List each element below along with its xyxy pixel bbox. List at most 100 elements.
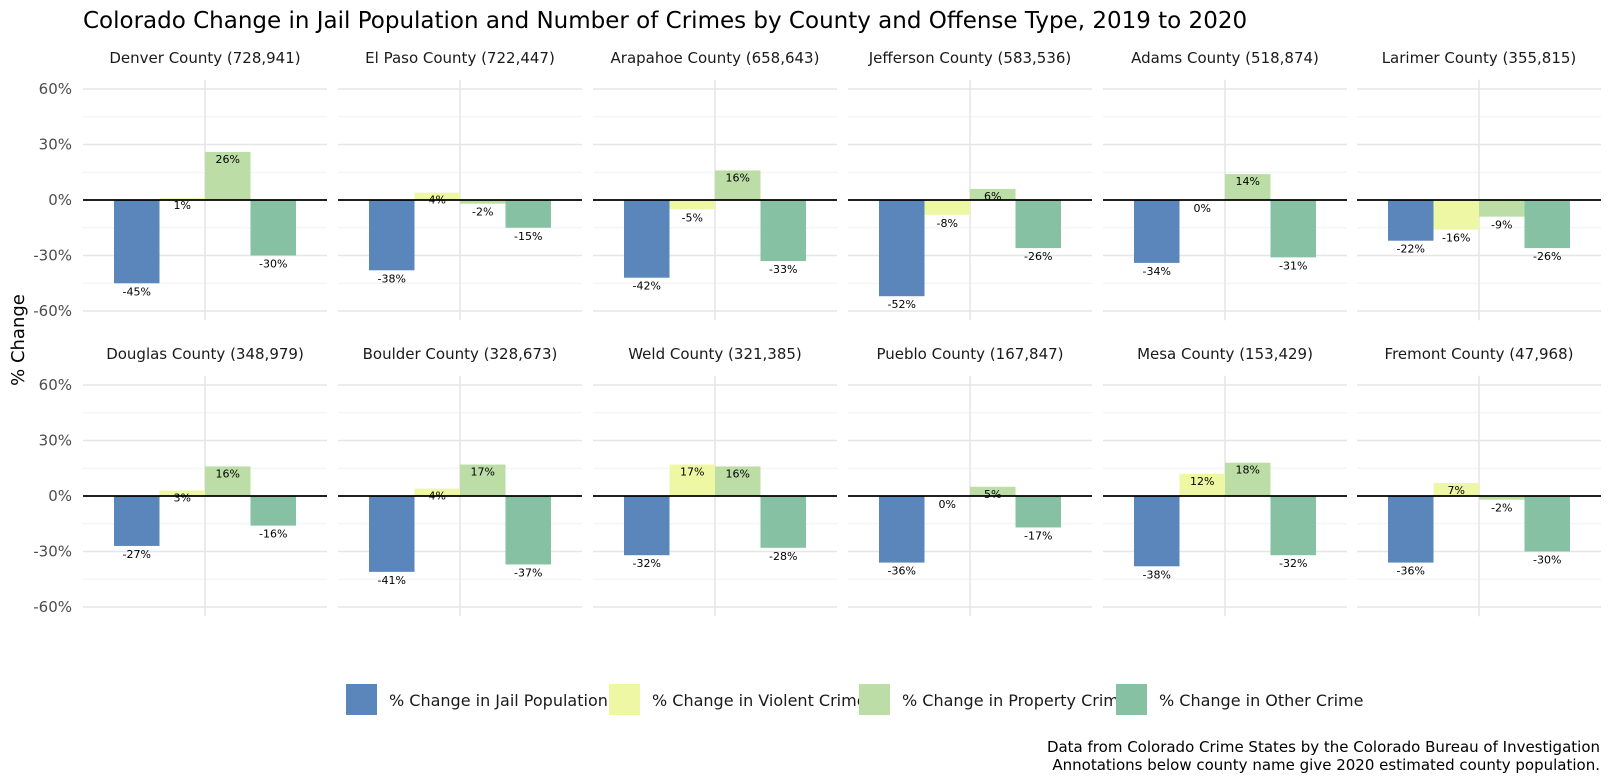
facet-panel: Pueblo County (167,847) -36% 0% 5% -17% [848, 345, 1092, 617]
bar [1270, 496, 1316, 556]
y-tick-label: -60% [33, 598, 72, 616]
y-axis-title: % Change [8, 294, 29, 386]
bar-data-label: 5% [984, 488, 1001, 501]
bar-data-label: 6% [984, 190, 1001, 203]
facet-strip-label: Pueblo County (167,847) [876, 345, 1063, 363]
y-tick-label: 30% [39, 136, 72, 154]
bar [715, 170, 761, 200]
bar [1270, 200, 1316, 258]
bar [715, 466, 761, 496]
bar [250, 200, 296, 256]
bar [205, 466, 251, 496]
bar-data-label: -17% [1024, 529, 1052, 542]
facet-strip-label: Denver County (728,941) [109, 49, 300, 67]
facet-strip-label: Adams County (518,874) [1131, 49, 1319, 67]
legend-item: % Change in Violent Crime [609, 684, 867, 715]
bar-data-label: -2% [1491, 502, 1512, 515]
bar-data-label: -38% [1143, 568, 1171, 581]
bar [1524, 200, 1570, 249]
bar [924, 200, 970, 215]
bar [460, 464, 506, 496]
bar [159, 198, 205, 200]
bar-data-label: 0% [939, 498, 956, 511]
bar [669, 200, 715, 210]
bar [1388, 200, 1434, 241]
bar-data-label: -16% [1442, 232, 1470, 245]
bar [669, 464, 715, 496]
facet-strip-label: Douglas County (348,979) [106, 345, 304, 363]
bar [1015, 496, 1061, 528]
bar [114, 496, 160, 546]
bar-data-label: -42% [633, 280, 661, 293]
bar [505, 200, 551, 228]
bar-data-label: -27% [123, 548, 151, 561]
facet-panel: Douglas County (348,979) -27% 3% 16% -16% 60%… [33, 345, 327, 617]
bar [1433, 200, 1479, 230]
bar-data-label: 7% [1448, 484, 1465, 497]
bar [1134, 496, 1180, 567]
facet-panel: Boulder County (328,673)-41%4%17%-37% [338, 345, 582, 617]
bar [1524, 496, 1570, 552]
bar [114, 200, 160, 284]
facet-panel: Jefferson County (583,536) -52% -8% 6% -26% [848, 49, 1092, 321]
y-tick-label: -30% [33, 543, 72, 561]
legend-label: % Change in Other Crime [1159, 691, 1363, 710]
bar [1479, 200, 1525, 217]
bar [970, 486, 1016, 496]
bar-data-label: -32% [633, 557, 661, 570]
legend-label: % Change in Violent Crime [652, 691, 867, 710]
bar-data-label: -33% [769, 263, 797, 276]
facet-strip-label: Fremont County (47,968) [1385, 345, 1574, 363]
bar-data-label: -41% [378, 574, 406, 587]
bar-data-label: -37% [514, 566, 542, 579]
bar-data-label: 16% [726, 467, 750, 480]
legend-swatch [859, 684, 890, 715]
facet-strip-label: Mesa County (153,429) [1137, 345, 1313, 363]
bar-data-label: -2% [472, 206, 493, 219]
facet-panel: Larimer County (355,815) -22% -16% -9% -26% [1357, 49, 1601, 321]
bar-data-label: -22% [1397, 243, 1425, 256]
legend-swatch [1116, 684, 1147, 715]
bar [460, 200, 506, 204]
bar-data-label: 14% [1236, 175, 1260, 188]
y-tick-label: 0% [48, 191, 72, 209]
y-tick-label: 60% [39, 376, 72, 394]
legend-swatch [346, 684, 377, 715]
bar-data-label: -34% [1143, 265, 1171, 278]
legend-item: % Change in Property Crime [859, 684, 1129, 715]
bar-data-label: -38% [378, 272, 406, 285]
facet-panel: Fremont County (47,968) -36% 7% -2% -30% [1357, 345, 1601, 617]
bar-data-label: 18% [1236, 464, 1260, 477]
legend: % Change in Jail Population % Change in V… [346, 684, 1363, 715]
bar [1388, 496, 1434, 563]
bar [414, 192, 460, 200]
facet-strip-label: Arapahoe County (658,643) [611, 49, 820, 67]
bar-data-label: 12% [1190, 475, 1214, 488]
bar-data-label: 0% [1194, 202, 1211, 215]
bar [1015, 200, 1061, 249]
facet-panel: Adams County (518,874) -34% 0% 14% -31% [1103, 49, 1347, 321]
facet-strip-label: Weld County (321,385) [628, 345, 802, 363]
facet-panel: Mesa County (153,429) -38% 12% 18% -32% [1103, 345, 1347, 617]
bar-data-label: -26% [1533, 250, 1561, 263]
bar-data-label: -16% [259, 528, 287, 541]
bar [879, 200, 925, 297]
bar-data-label: 16% [216, 467, 240, 480]
bar [159, 490, 205, 496]
bar-data-label: -36% [1397, 565, 1425, 578]
y-tick-label: -30% [33, 247, 72, 265]
bar [1225, 462, 1271, 496]
bar-data-label: 26% [216, 153, 240, 166]
bar-data-label: -15% [514, 230, 542, 243]
bar-data-label: -8% [937, 217, 958, 230]
y-tick-label: 30% [39, 432, 72, 450]
facet-panel: Denver County (728,941) -45% 1% 26% -30% 60% 3… [33, 49, 327, 321]
facet-strip-label: Jefferson County (583,536) [868, 49, 1072, 67]
facet-panel: El Paso County (722,447)-38%4%-2%-15% [338, 49, 582, 321]
bar [250, 496, 296, 526]
bar [1225, 174, 1271, 200]
bar [505, 496, 551, 565]
bar [1134, 200, 1180, 263]
bar-data-label: -9% [1491, 219, 1512, 232]
